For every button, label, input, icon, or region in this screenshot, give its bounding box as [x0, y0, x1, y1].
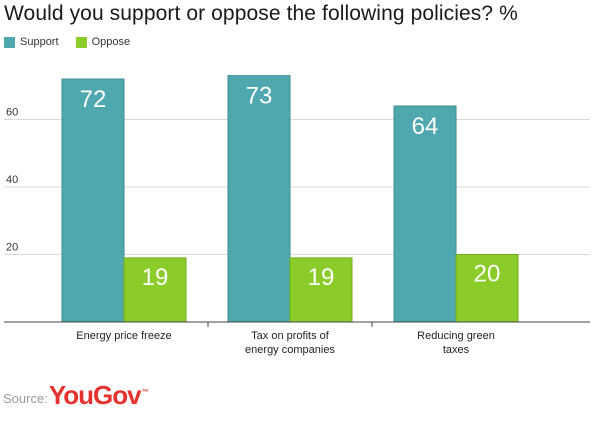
legend-swatch-support	[4, 36, 15, 48]
y-tick-label-20: 20	[6, 242, 18, 254]
data-label-support-0: 72	[80, 86, 107, 113]
bar-support-0	[61, 78, 125, 323]
yougov-logo-text: YouGov	[48, 380, 142, 410]
category-label-line: taxes	[443, 344, 470, 356]
source-label: Source:	[3, 391, 48, 406]
bar-oppose-0	[123, 257, 187, 323]
data-label-oppose-2: 20	[474, 261, 501, 288]
data-label-oppose-1: 19	[308, 264, 335, 291]
legend-item-support: Support	[4, 36, 59, 48]
category-label-1: Tax on profits of energy companies	[245, 330, 335, 356]
trademark-mark: ™	[141, 389, 149, 397]
category-label-2: Reducing green taxes	[417, 330, 495, 356]
bar-oppose-1	[289, 257, 353, 323]
legend-swatch-oppose	[75, 36, 87, 48]
data-label-support-1: 73	[246, 83, 273, 110]
legend: Support Oppose	[4, 36, 144, 51]
category-label-0: Energy price freeze	[76, 330, 171, 342]
data-label-oppose-0: 19	[142, 264, 169, 291]
category-label-line: Energy price freeze	[76, 330, 171, 342]
category-label-line: Tax on profits of	[251, 330, 330, 342]
y-tick-label-40: 40	[6, 174, 18, 186]
bar-support-2	[393, 105, 457, 323]
y-tick-label-60: 60	[6, 107, 18, 119]
bar-support-1	[227, 75, 291, 323]
bar-oppose-2	[455, 254, 519, 323]
legend-label-support: Support	[20, 36, 59, 48]
category-label-line: energy companies	[245, 344, 335, 356]
legend-item-oppose: Oppose	[75, 36, 131, 48]
category-label-line: Reducing green	[417, 330, 495, 342]
chart-title: Would you support or oppose the followin…	[4, 2, 518, 25]
source: Source: YouGov™	[3, 380, 149, 410]
data-label-support-2: 64	[412, 113, 439, 140]
yougov-logo: YouGov™	[48, 380, 149, 410]
legend-label-oppose: Oppose	[91, 36, 131, 48]
bar-chart: 20 40 60 72 19 73 19 64 20 Energy price freeze Tax…	[4, 75, 590, 356]
